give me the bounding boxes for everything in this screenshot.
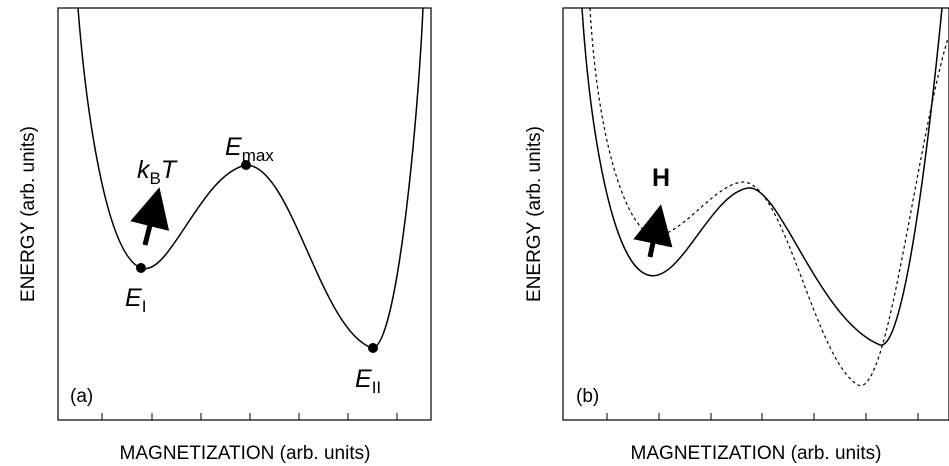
panel-b-x-ticks <box>606 413 919 420</box>
panel-b-energy-curve-solid <box>581 7 943 346</box>
field-arrow <box>633 204 673 258</box>
panel-a-x-axis-title: MAGNETIZATION (arb. units) <box>120 443 371 464</box>
minimum-1-label: EI <box>125 284 146 316</box>
panel-a-energy-curve <box>77 7 424 349</box>
panel-a-y-axis-title: ENERGY (arb. units) <box>18 126 39 302</box>
maximum-marker <box>241 160 251 170</box>
panel-b-energy-curve-dashed <box>589 7 949 386</box>
minimum-1-marker <box>136 263 146 273</box>
minimum-2-label: EII <box>355 365 381 397</box>
panel-b: H (b) MAGNETIZATION (arb. units) ENERGY … <box>524 7 949 464</box>
maximum-energy-label: Emax <box>225 133 274 165</box>
thermal-activation-arrow <box>130 187 170 246</box>
panel-b-frame <box>562 7 949 421</box>
thermal-energy-label: kBT <box>137 156 178 188</box>
field-label: H <box>652 164 670 192</box>
panel-a-x-ticks <box>101 413 398 420</box>
panel-b-y-axis-title: ENERGY (arb. units) <box>524 126 545 302</box>
panel-a-tag: (a) <box>70 386 93 407</box>
panel-b-x-axis-title: MAGNETIZATION (arb. units) <box>631 443 882 464</box>
minimum-2-marker <box>368 343 378 353</box>
panel-a: kBT Emax EI EII (a) MAGNETIZATION (arb. … <box>18 7 432 464</box>
panel-a-frame <box>57 7 432 421</box>
panel-b-tag: (b) <box>576 386 599 407</box>
